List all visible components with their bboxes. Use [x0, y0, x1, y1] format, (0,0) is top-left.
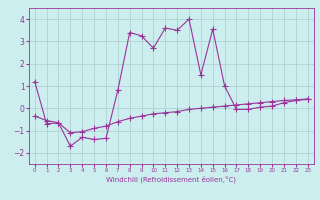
X-axis label: Windchill (Refroidissement éolien,°C): Windchill (Refroidissement éolien,°C)	[106, 176, 236, 183]
